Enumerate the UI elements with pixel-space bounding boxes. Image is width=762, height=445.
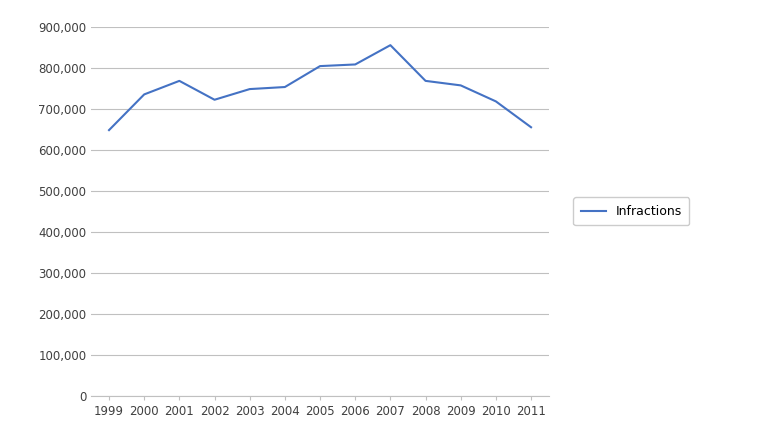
Infractions (315, 64, 325, 69)
Legend: Infractions: Infractions (573, 198, 690, 225)
Infractions (245, 86, 255, 92)
Infractions (139, 92, 149, 97)
Infractions (456, 83, 466, 88)
Infractions (210, 97, 219, 102)
Infractions (527, 125, 536, 130)
Infractions (104, 127, 114, 133)
Line: Infractions: Infractions (109, 45, 531, 130)
Infractions (421, 78, 430, 84)
Infractions (351, 62, 360, 67)
Infractions (491, 99, 501, 104)
Infractions (280, 85, 290, 90)
Infractions (386, 43, 395, 48)
Infractions (174, 78, 184, 84)
